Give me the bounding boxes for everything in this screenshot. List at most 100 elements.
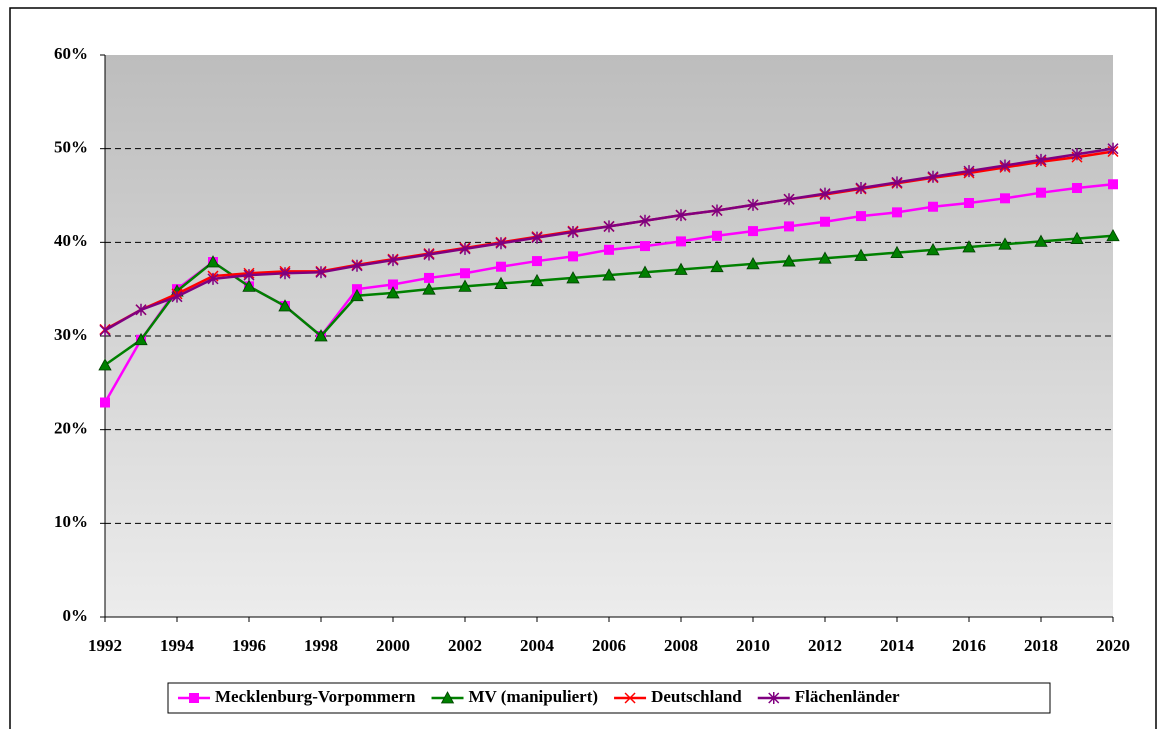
- marker: [388, 279, 398, 290]
- marker: [856, 211, 866, 222]
- marker: [171, 290, 183, 303]
- x-tick-label: 2006: [592, 636, 626, 655]
- marker: [818, 251, 832, 264]
- marker: [496, 261, 506, 272]
- y-tick-label: 60%: [54, 44, 88, 63]
- marker: [640, 241, 650, 252]
- marker: [675, 209, 687, 222]
- marker: [782, 254, 796, 267]
- x-tick-label: 1998: [304, 636, 338, 655]
- marker: [1035, 153, 1047, 166]
- marker: [639, 214, 651, 227]
- marker: [532, 256, 542, 267]
- marker: [99, 324, 111, 337]
- y-tick-label: 20%: [54, 419, 88, 438]
- marker: [530, 273, 544, 287]
- marker: [315, 266, 327, 279]
- marker: [386, 286, 400, 299]
- marker: [387, 254, 399, 267]
- marker: [891, 176, 903, 189]
- marker: [567, 226, 579, 239]
- marker: [98, 358, 112, 371]
- marker: [854, 248, 868, 261]
- y-tick-label: 10%: [54, 512, 88, 531]
- marker: [568, 251, 578, 262]
- marker: [710, 259, 724, 273]
- marker: [890, 245, 904, 259]
- marker: [206, 255, 220, 268]
- marker: [999, 159, 1011, 172]
- y-tick-label: 30%: [54, 325, 88, 344]
- marker: [927, 170, 939, 183]
- marker: [494, 276, 508, 289]
- marker: [440, 691, 455, 704]
- marker: [423, 248, 435, 261]
- marker: [768, 692, 780, 704]
- marker: [279, 267, 291, 280]
- marker: [458, 279, 472, 292]
- marker: [207, 272, 219, 285]
- y-tick-label: 40%: [54, 231, 88, 250]
- marker: [747, 198, 759, 211]
- x-tick-label: 2002: [448, 636, 482, 655]
- marker: [748, 226, 758, 237]
- marker: [602, 268, 616, 281]
- x-tick-label: 2004: [520, 636, 555, 655]
- x-tick-label: 2010: [736, 636, 770, 655]
- marker: [892, 207, 902, 218]
- legend-label: Mecklenburg-Vorpommern: [215, 687, 416, 706]
- marker: [350, 288, 364, 302]
- marker: [746, 257, 760, 270]
- marker: [459, 242, 471, 255]
- legend-label: MV (manipuliert): [469, 687, 599, 706]
- marker: [314, 329, 328, 342]
- marker: [243, 269, 255, 282]
- marker: [424, 272, 434, 283]
- marker: [963, 165, 975, 178]
- x-tick-label: 1992: [88, 636, 122, 655]
- marker: [1000, 193, 1010, 204]
- marker: [1107, 142, 1119, 155]
- legend: [167, 682, 1051, 714]
- x-tick-label: 2020: [1096, 636, 1130, 655]
- marker: [495, 237, 507, 250]
- marker: [783, 193, 795, 206]
- marker: [926, 242, 940, 256]
- marker: [278, 299, 292, 312]
- marker: [998, 237, 1012, 250]
- marker: [604, 244, 614, 255]
- x-tick-label: 2008: [664, 636, 698, 655]
- marker: [784, 221, 794, 232]
- marker: [460, 268, 470, 279]
- frame: [9, 7, 1157, 729]
- marker: [351, 259, 363, 272]
- marker: [624, 692, 636, 704]
- marker: [189, 693, 199, 703]
- x-tick-label: 2016: [952, 636, 986, 655]
- marker: [1070, 231, 1084, 244]
- marker: [712, 230, 722, 241]
- marker: [676, 236, 686, 247]
- marker: [820, 216, 830, 227]
- x-tick-label: 1996: [232, 636, 266, 655]
- marker: [531, 231, 543, 244]
- marker: [962, 240, 976, 253]
- marker: [1108, 179, 1118, 190]
- marker: [711, 204, 723, 217]
- marker: [928, 201, 938, 212]
- marker: [1071, 148, 1083, 161]
- marker: [422, 282, 436, 295]
- y-tick-label: 0%: [63, 606, 89, 625]
- marker: [100, 397, 110, 408]
- marker: [603, 220, 615, 233]
- marker: [638, 265, 652, 278]
- marker: [674, 262, 688, 275]
- y-tick-label: 50%: [54, 138, 88, 157]
- x-tick-label: 2012: [808, 636, 842, 655]
- marker: [1072, 183, 1082, 194]
- marker: [1034, 234, 1048, 247]
- marker: [134, 332, 148, 346]
- legend-label: Flächenländer: [795, 687, 900, 706]
- marker: [1036, 187, 1046, 198]
